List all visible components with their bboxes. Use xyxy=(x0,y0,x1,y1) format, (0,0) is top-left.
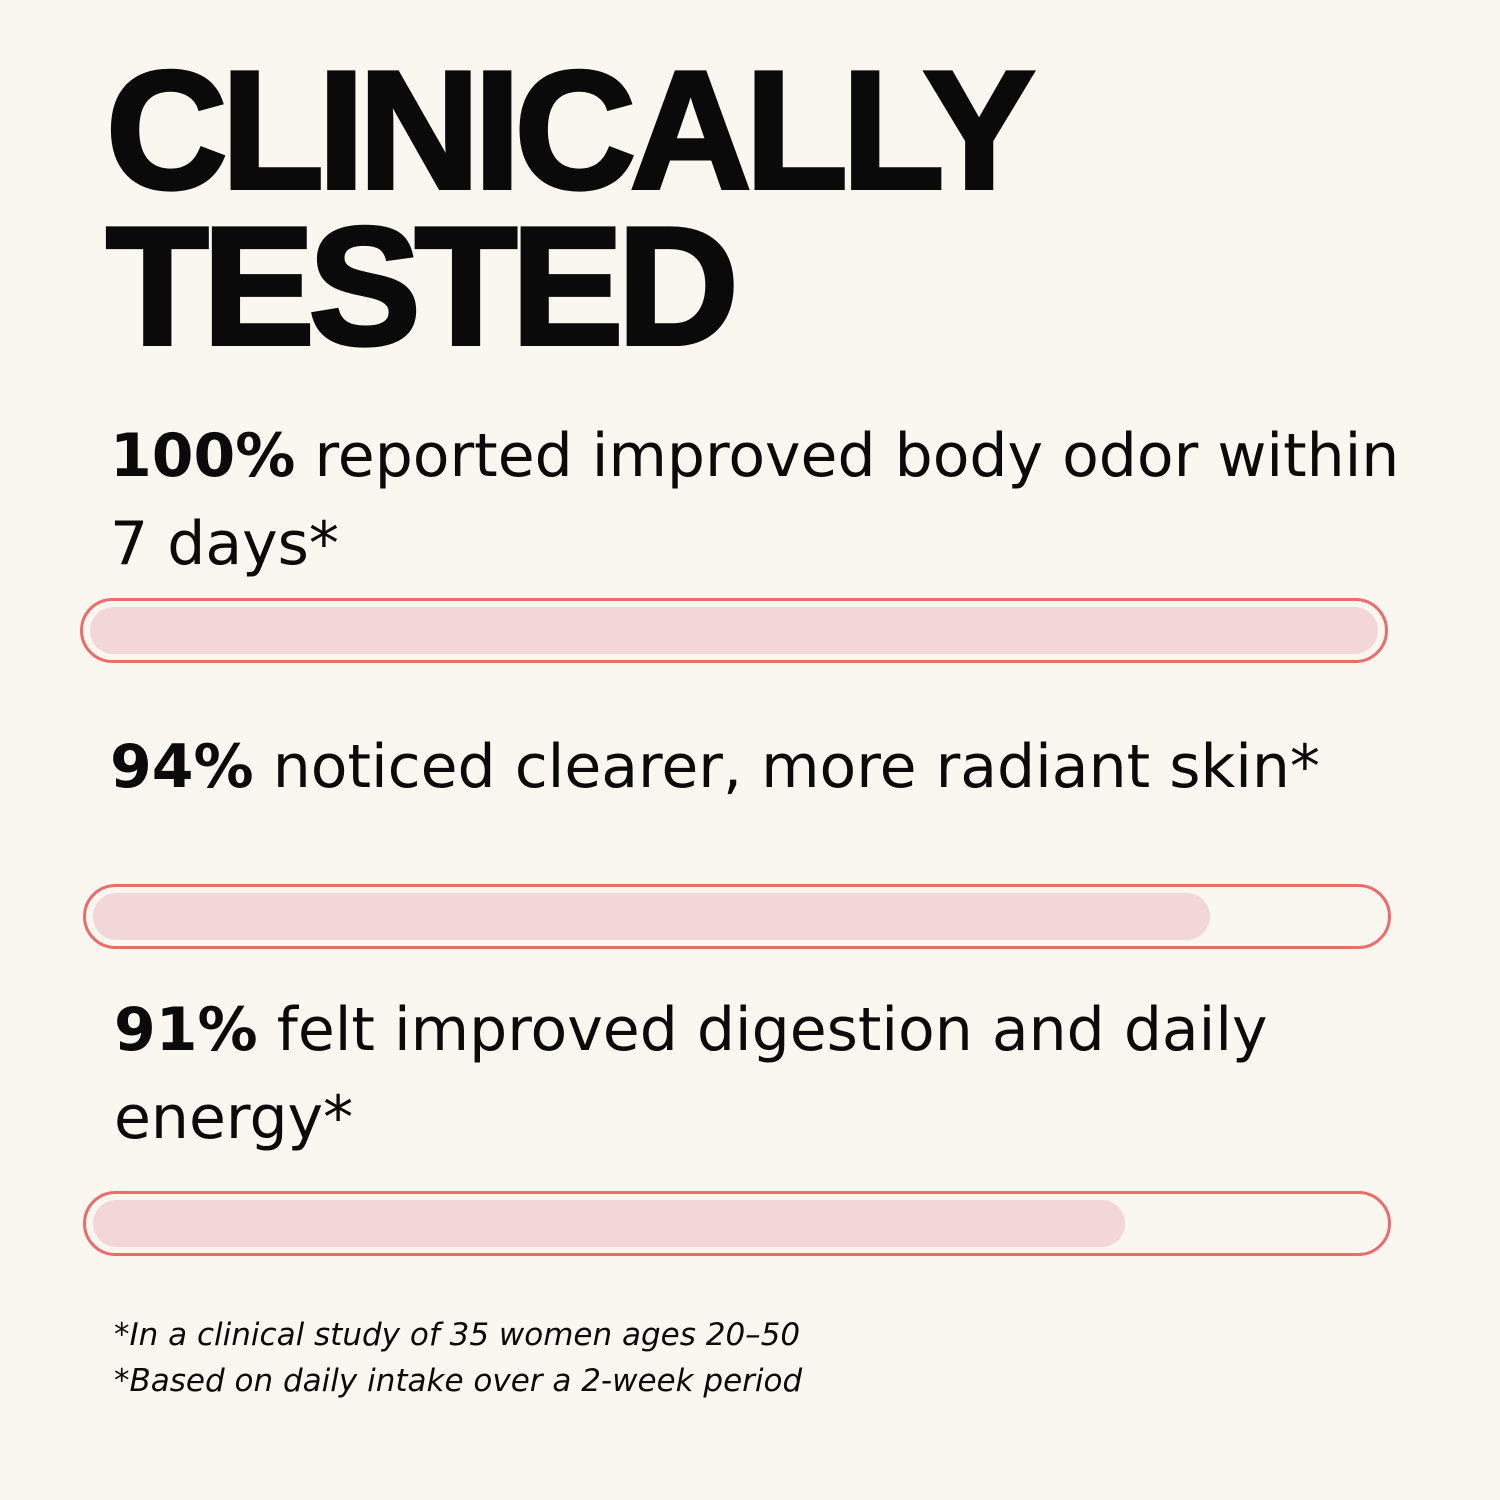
stat-body-odor: 100% reported improved body odor within … xyxy=(110,412,1450,588)
stat-text: noticed clearer, more radiant skin* xyxy=(272,732,1320,802)
stat-percent: 94% xyxy=(110,732,254,802)
progress-fill xyxy=(93,1200,1125,1247)
page-title: CLINICALLY TESTED xyxy=(104,36,1037,380)
progress-fill xyxy=(93,893,1210,940)
progress-bar-body-odor xyxy=(80,598,1388,663)
stat-percent: 100% xyxy=(110,421,296,491)
stat-text: reported improved body odor within 7 day… xyxy=(110,421,1400,579)
footnote: *Based on daily intake over a 2-week per… xyxy=(114,1363,803,1399)
stat-digestion: 91% felt improved digestion and daily en… xyxy=(114,986,1314,1162)
title-line-2: TESTED xyxy=(104,192,741,380)
progress-fill xyxy=(90,607,1378,654)
stat-skin: 94% noticed clearer, more radiant skin* xyxy=(110,723,1450,811)
progress-bar-digestion xyxy=(83,1191,1391,1256)
progress-bar-skin xyxy=(83,884,1391,949)
footnotes: *In a clinical study of 35 women ages 20… xyxy=(114,1312,802,1404)
stat-text: felt improved digestion and daily energy… xyxy=(114,995,1268,1153)
stat-percent: 91% xyxy=(114,995,258,1065)
footnote: *In a clinical study of 35 women ages 20… xyxy=(114,1317,801,1353)
title-line-1: CLINICALLY xyxy=(104,36,1037,224)
